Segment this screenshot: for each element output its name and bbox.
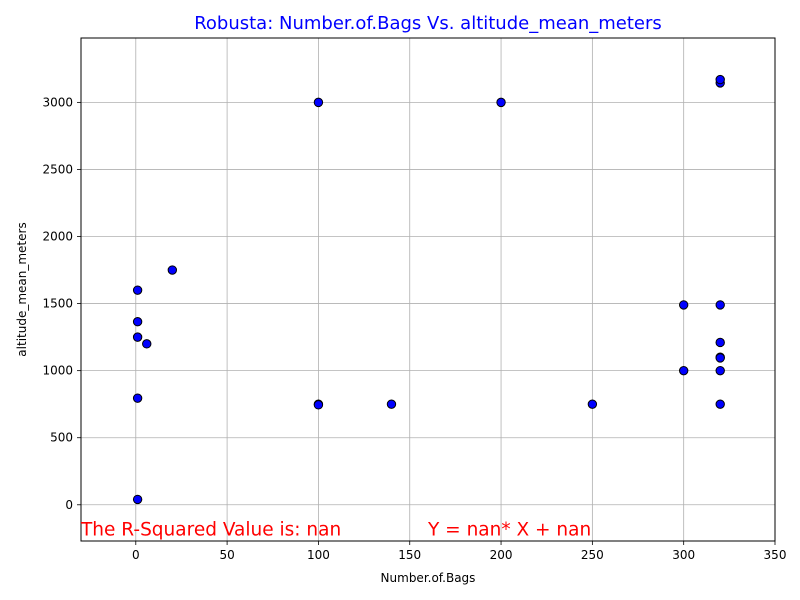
- data-point: [496, 97, 506, 108]
- data-point: [715, 74, 725, 85]
- data-point: [678, 300, 689, 310]
- y-tick-label: 3000: [42, 95, 73, 109]
- r-squared-annotation: The R-Squared Value is: nan: [80, 520, 341, 541]
- x-tick-label: 350: [764, 548, 787, 562]
- data-point: [715, 353, 725, 363]
- data-point: [715, 365, 725, 376]
- data-point: [715, 300, 725, 310]
- y-tick-label: 1000: [42, 364, 73, 378]
- x-tick-label: 50: [219, 548, 234, 562]
- x-tick-label: 200: [490, 548, 513, 562]
- data-point: [142, 339, 152, 349]
- data-point: [678, 365, 689, 376]
- x-tick-label: 250: [581, 548, 604, 562]
- data-point: [313, 97, 324, 108]
- y-tick-label: 2500: [42, 162, 73, 176]
- data-point: [132, 285, 143, 295]
- x-tick-label: 150: [398, 548, 421, 562]
- data-points: [132, 74, 725, 505]
- y-tick-label: 0: [65, 498, 73, 512]
- x-tick-label: 0: [132, 548, 140, 562]
- plot-frame: [80, 37, 776, 542]
- regression-equation-annotation: Y = nan* X + nan: [427, 520, 591, 541]
- x-tick-label: 300: [672, 548, 695, 562]
- data-point: [167, 265, 178, 275]
- data-point: [587, 399, 598, 409]
- data-point: [132, 494, 143, 505]
- y-axis-label: altitude_mean_meters: [15, 222, 29, 356]
- x-tick-label: 100: [307, 548, 330, 562]
- y-tick-label: 500: [50, 431, 73, 445]
- data-point: [715, 337, 725, 348]
- grid: [81, 38, 776, 541]
- data-point: [715, 399, 725, 409]
- axis-ticks: 0 50 100 150 200 250 300 350 0 500 1000 1500 2000 250…: [42, 95, 786, 562]
- x-axis-label: Number.of.Bags: [381, 571, 476, 585]
- chart-title: Robusta: Number.of.Bags Vs. altitude_mea…: [194, 13, 662, 34]
- data-point: [132, 316, 143, 327]
- y-tick-label: 1500: [42, 297, 73, 311]
- data-point: [386, 399, 397, 409]
- data-point: [132, 393, 143, 403]
- data-point: [132, 332, 143, 342]
- y-tick-label: 2000: [42, 230, 73, 244]
- data-point: [313, 400, 324, 410]
